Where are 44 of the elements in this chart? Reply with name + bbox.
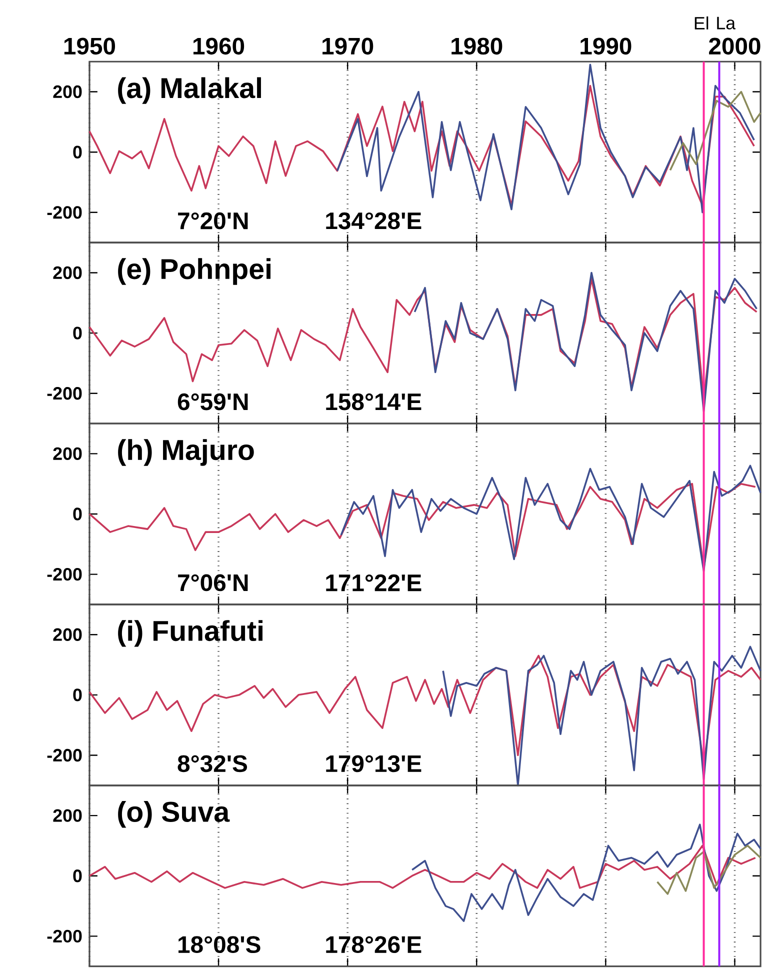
text: (o) Suva <box>118 801 230 828</box>
line-series <box>336 64 756 214</box>
y-tick-label: 0 <box>73 508 82 520</box>
line-series <box>88 844 756 889</box>
annotation: 171°22'E <box>326 574 422 592</box>
line-series <box>656 844 762 895</box>
y-tick-label: -200 <box>47 387 82 400</box>
annotation: 7°20'N <box>178 212 248 230</box>
annotation: 7°06'N <box>178 574 248 592</box>
y-tick-label: -200 <box>47 206 82 219</box>
y-tick-label: 200 <box>53 85 82 98</box>
x-tick-label: 1980 <box>452 38 502 55</box>
annotation: 18°08'S <box>178 936 260 954</box>
y-tick-label: 200 <box>53 447 82 460</box>
x-tick-label: 1960 <box>194 38 244 55</box>
y-tick-label: 0 <box>73 870 82 882</box>
annotation: 178°26'E <box>326 936 422 954</box>
ref-line-label: El <box>694 16 708 30</box>
y-tick-label: 200 <box>53 628 82 641</box>
text: (e) Pohnpei <box>118 258 271 285</box>
annotation: 6°59'N <box>178 393 248 410</box>
y-tick-label: 200 <box>53 809 82 822</box>
annotation: 134°28'E <box>326 212 422 230</box>
y-tick-label: -200 <box>47 568 82 581</box>
x-tick-label: 1970 <box>322 38 374 55</box>
y-tick-label: -200 <box>47 748 82 762</box>
annotation: 158°14'E <box>326 393 422 410</box>
annotation: 8°32'S <box>178 755 248 772</box>
y-tick-label: 0 <box>73 688 82 702</box>
y-tick-label: -200 <box>47 930 82 943</box>
text: (i) Funafuti <box>118 620 263 647</box>
y-tick-label: 0 <box>73 326 82 340</box>
ref-line-label: La <box>717 16 736 30</box>
line-series <box>340 464 762 572</box>
x-tick-label: 2000 <box>709 38 760 55</box>
y-tick-label: 0 <box>73 146 82 158</box>
annotation: 179°13'E <box>326 755 422 772</box>
text: (h) Majuro <box>118 439 254 466</box>
line-series <box>442 646 762 786</box>
text: (a) Malakal <box>118 77 262 104</box>
y-tick-label: 200 <box>53 266 82 280</box>
x-tick-label: 1950 <box>64 38 116 55</box>
line-series <box>669 90 762 172</box>
x-tick-label: 1990 <box>580 38 632 55</box>
